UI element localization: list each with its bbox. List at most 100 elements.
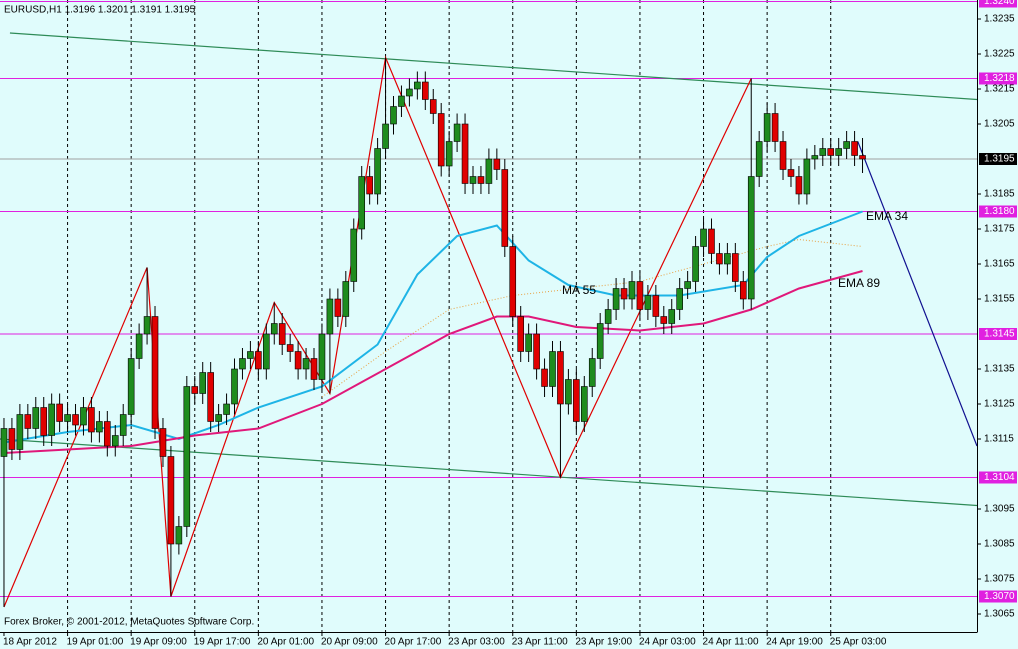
candle-body bbox=[342, 281, 350, 317]
candle-body bbox=[263, 333, 270, 370]
candle-body bbox=[119, 414, 127, 436]
candle-body bbox=[390, 106, 397, 125]
current-price-label: 1.3195 bbox=[984, 154, 1015, 165]
candle-body bbox=[175, 526, 183, 545]
level-label-box bbox=[979, 205, 1017, 218]
y-tick-label: 1.3125 bbox=[984, 399, 1015, 410]
candle-body bbox=[827, 148, 835, 156]
candle-body bbox=[437, 113, 445, 167]
candle-body bbox=[724, 253, 731, 265]
candle-body bbox=[310, 358, 318, 380]
candle-body bbox=[111, 435, 119, 447]
candle-body bbox=[223, 403, 230, 415]
candle-body bbox=[708, 228, 715, 254]
trendline bbox=[857, 141, 977, 447]
candle-body bbox=[604, 309, 612, 324]
candle-body bbox=[628, 281, 636, 300]
level-label: 1.3104 bbox=[984, 472, 1015, 483]
candle-body bbox=[358, 176, 366, 230]
candle-body bbox=[565, 379, 572, 405]
candle-body bbox=[96, 421, 103, 433]
candle-body bbox=[652, 295, 660, 317]
candle-body bbox=[779, 141, 787, 170]
candle-body bbox=[739, 281, 747, 300]
candle-body bbox=[366, 176, 373, 195]
candle-body bbox=[747, 176, 755, 300]
candle-body bbox=[350, 228, 358, 282]
x-tick-label: 19 Apr 09:00 bbox=[130, 637, 187, 648]
candle-body bbox=[485, 158, 493, 184]
candle-body bbox=[763, 113, 771, 142]
candle-body bbox=[700, 228, 707, 247]
candle-body bbox=[151, 316, 159, 429]
candle-body bbox=[239, 358, 246, 370]
x-tick-label: 23 Apr 03:00 bbox=[448, 637, 505, 648]
chart-title: EURUSD,H1 1.3196 1.3201 1.3191 1.3195 bbox=[4, 5, 196, 16]
y-tick-label: 1.3155 bbox=[984, 294, 1015, 305]
candle-body bbox=[716, 253, 723, 265]
candle-body bbox=[24, 414, 32, 429]
candle-body bbox=[199, 372, 207, 394]
candle-body bbox=[859, 155, 866, 160]
candle-body bbox=[493, 158, 501, 170]
candle-body bbox=[334, 298, 342, 317]
candle-body bbox=[533, 333, 540, 370]
candle-body bbox=[612, 288, 620, 310]
candle-body bbox=[183, 386, 191, 527]
candle-body bbox=[557, 351, 564, 405]
candle-body bbox=[286, 344, 294, 352]
candle-body bbox=[56, 403, 63, 422]
candle-body bbox=[406, 88, 413, 97]
plot-area bbox=[0, 0, 977, 632]
x-tick-label: 19 Apr 01:00 bbox=[67, 637, 124, 648]
candle-body bbox=[445, 141, 453, 167]
candle-body bbox=[167, 456, 175, 545]
candle-body bbox=[787, 169, 795, 177]
candle-body bbox=[48, 403, 55, 436]
y-tick-label: 1.3225 bbox=[984, 49, 1015, 60]
candle-body bbox=[8, 428, 16, 450]
y-tick-label: 1.3065 bbox=[984, 609, 1015, 620]
level-label-box bbox=[979, 0, 1017, 8]
candle-body bbox=[159, 428, 167, 457]
candle-body bbox=[247, 351, 254, 359]
candle-body bbox=[270, 323, 278, 335]
candle-body bbox=[676, 288, 683, 310]
candle-body bbox=[72, 414, 79, 426]
indicator-line bbox=[321, 238, 863, 398]
candle-body bbox=[64, 414, 71, 422]
candle-body bbox=[231, 368, 238, 405]
candle-body bbox=[382, 123, 389, 149]
candle-body bbox=[207, 372, 214, 422]
candle-body bbox=[771, 113, 779, 142]
candle-body bbox=[0, 428, 8, 457]
x-tick-label: 18 Apr 2012 bbox=[3, 637, 57, 648]
trendline bbox=[3, 55, 752, 608]
candle-body bbox=[477, 176, 485, 184]
candle-body bbox=[588, 358, 596, 387]
level-label-box bbox=[979, 471, 1017, 484]
candle-body bbox=[819, 148, 827, 156]
x-tick-label: 24 Apr 11:00 bbox=[703, 637, 759, 648]
candle-body bbox=[755, 141, 763, 177]
candle-body bbox=[215, 414, 222, 422]
candle-body bbox=[429, 99, 437, 114]
candle-body bbox=[684, 281, 691, 289]
candle-body bbox=[326, 298, 334, 335]
candle-body bbox=[135, 333, 143, 359]
y-tick-label: 1.3085 bbox=[984, 539, 1015, 550]
candle-body bbox=[549, 351, 556, 387]
y-tick-label: 1.3215 bbox=[984, 84, 1015, 95]
candle-body bbox=[668, 309, 676, 324]
candle-body bbox=[461, 123, 469, 184]
candle-body bbox=[580, 386, 588, 422]
candle-body bbox=[803, 158, 811, 195]
candle-body bbox=[398, 95, 405, 107]
candle-body bbox=[636, 281, 644, 310]
y-tick-label: 1.3135 bbox=[984, 364, 1015, 375]
y-tick-label: 1.3175 bbox=[984, 224, 1015, 235]
x-tick-label: 20 Apr 17:00 bbox=[385, 637, 442, 648]
candle-body bbox=[843, 141, 850, 149]
candle-body bbox=[596, 323, 604, 359]
y-tick-label: 1.3205 bbox=[984, 119, 1015, 130]
